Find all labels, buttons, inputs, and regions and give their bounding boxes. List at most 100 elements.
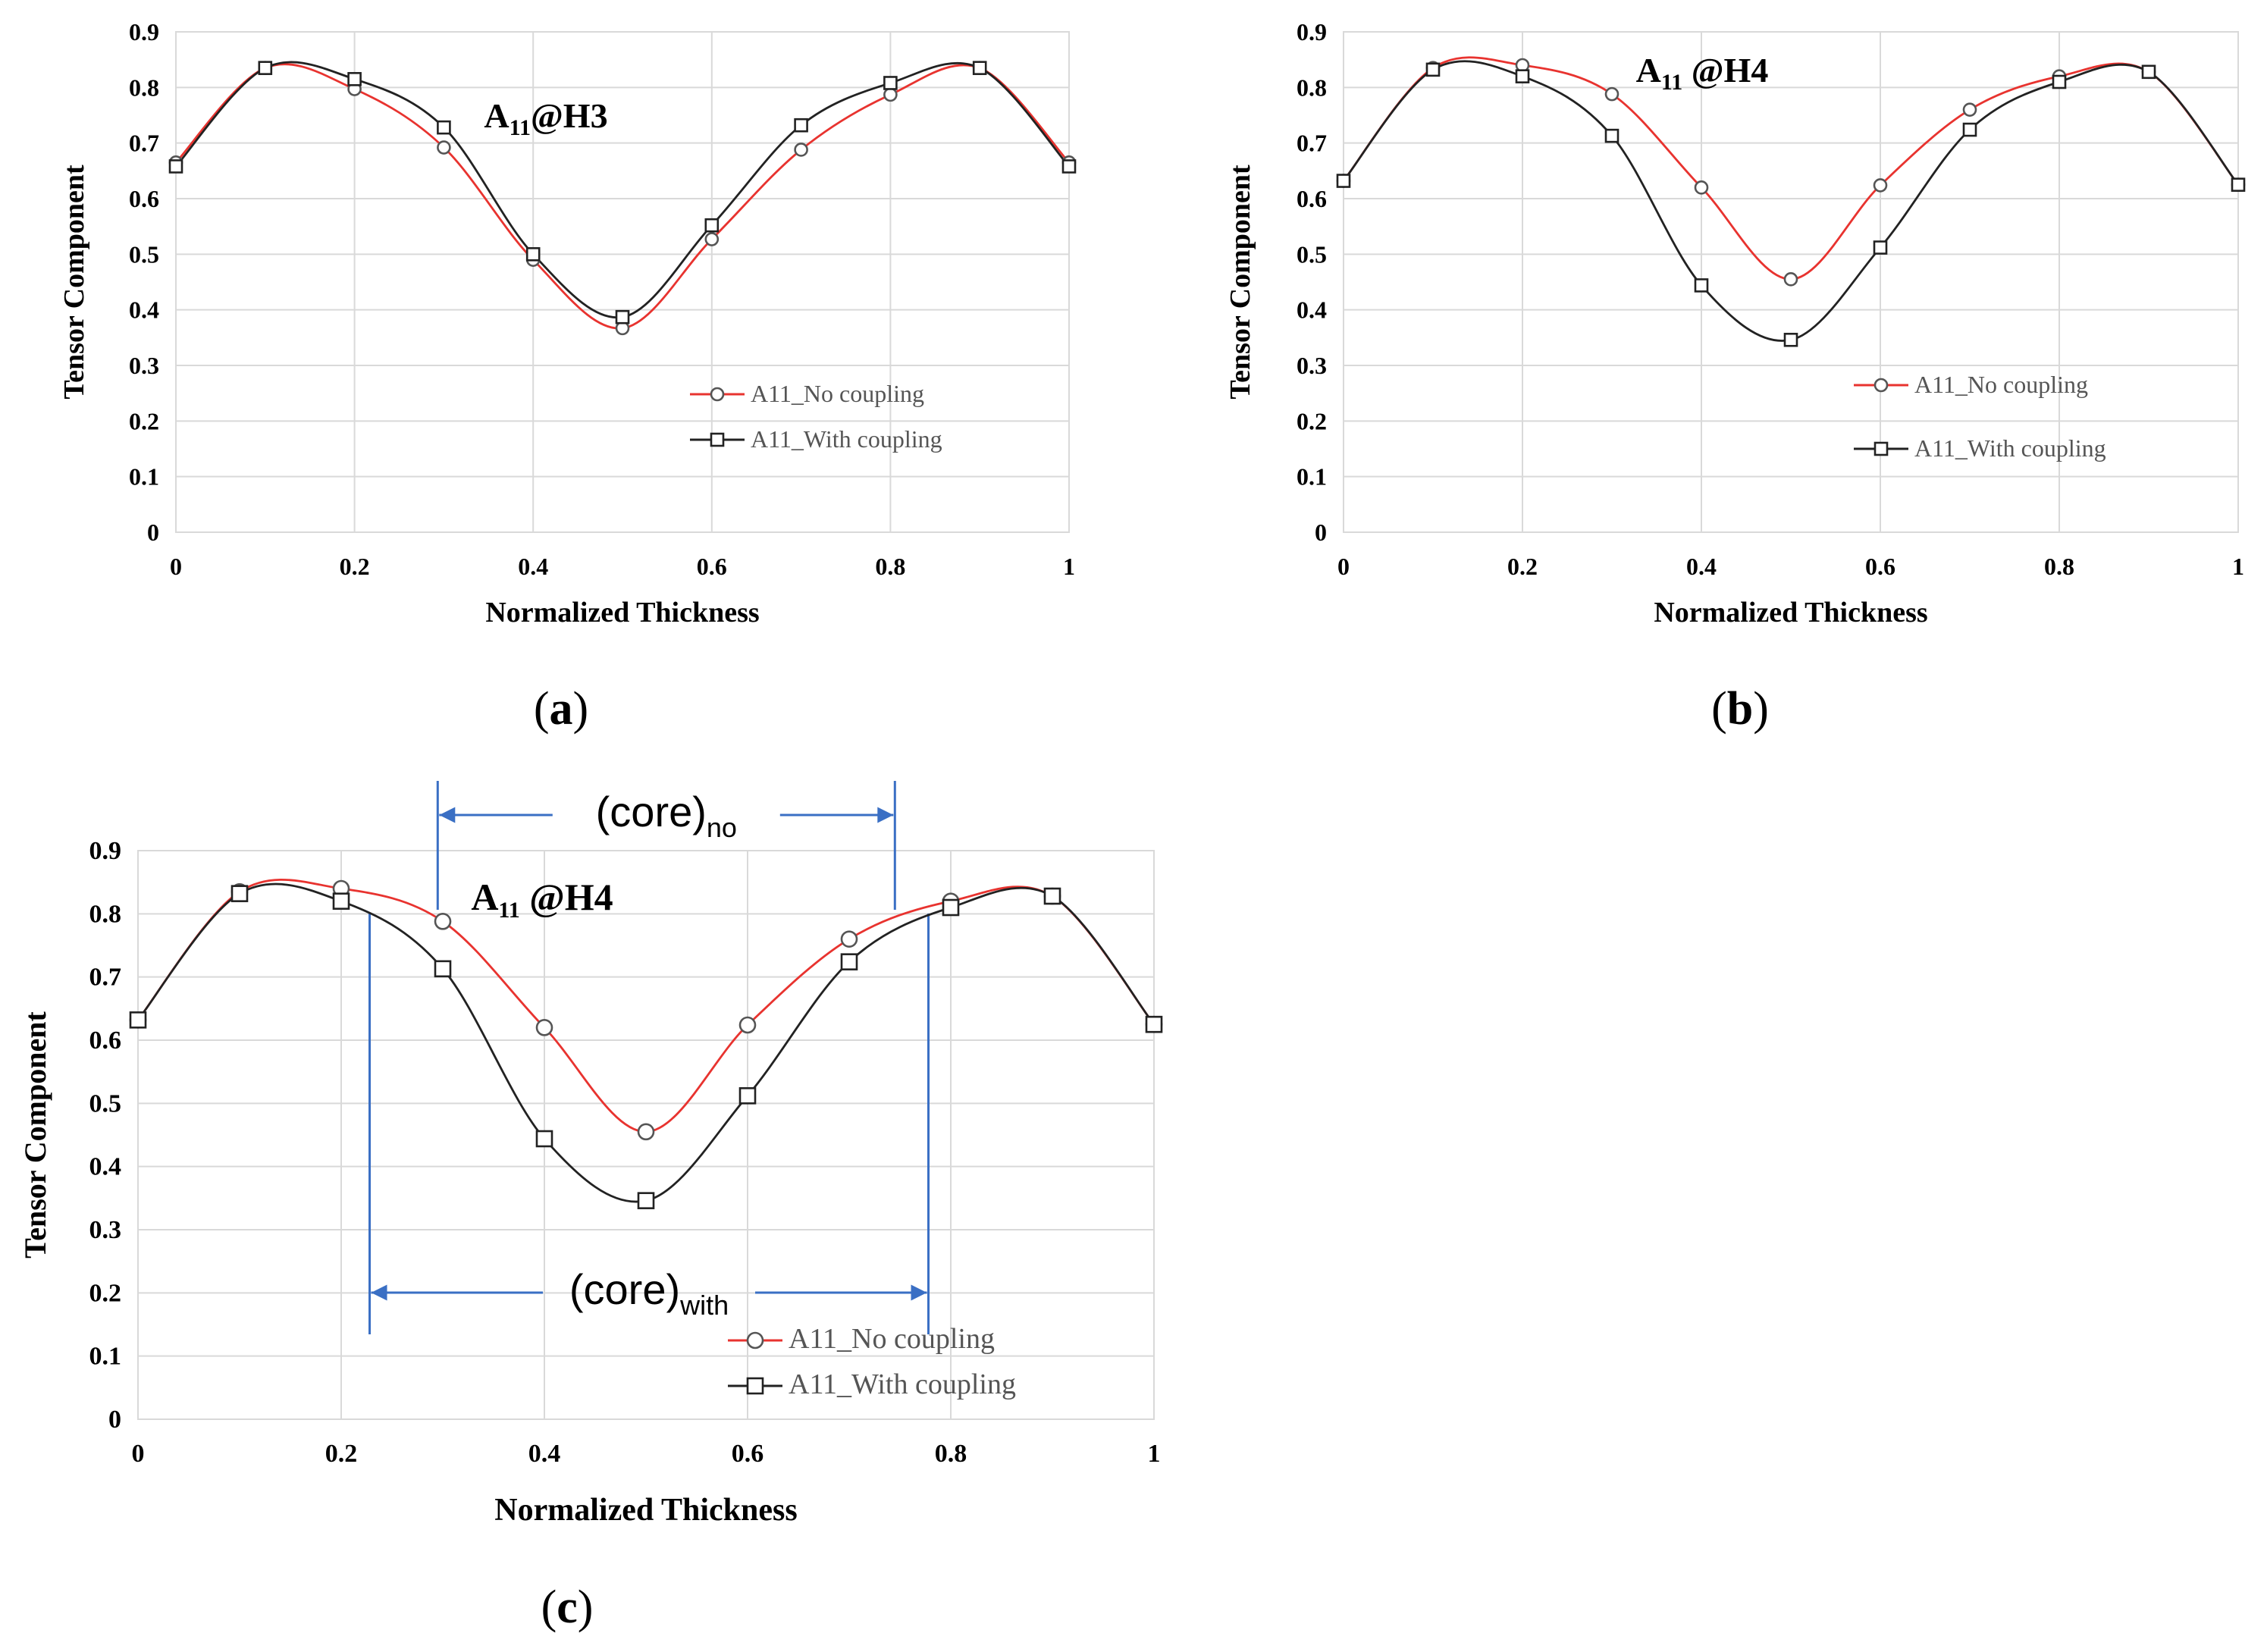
- data-point-with-coupling: [972, 61, 987, 75]
- y-tick-label: 0.7: [89, 964, 122, 992]
- data-point-with-coupling: [738, 1087, 757, 1105]
- series-line-no-coupling: [174, 63, 1071, 330]
- y-tick-label: 0.4: [129, 296, 159, 324]
- data-point-with-coupling: [230, 885, 249, 902]
- y-tick-label: 0.6: [129, 185, 159, 212]
- y-tick-label: 0.8: [89, 900, 122, 928]
- x-axis-title: Normalized Thickness: [485, 597, 759, 629]
- plot-area: [175, 31, 1070, 533]
- panel-label-a: (a): [534, 683, 588, 735]
- y-tick-label: 0.1: [89, 1343, 122, 1371]
- y-tick-label: 0.2: [89, 1279, 122, 1307]
- arrow-head: [439, 807, 456, 823]
- y-tick-label: 0.6: [89, 1027, 122, 1055]
- panel-label-c: (c): [541, 1581, 594, 1633]
- series-line-no-coupling: [136, 879, 1155, 1133]
- y-tick-label: 0.8: [129, 74, 159, 101]
- data-point-with-coupling: [942, 898, 960, 917]
- data-point-no-coupling: [434, 913, 452, 930]
- y-axis-title: Tensor Component: [1224, 165, 1256, 400]
- x-tick-label: 0.6: [732, 1440, 764, 1468]
- x-tick-label: 1: [1063, 553, 1075, 580]
- legend-marker: [1873, 441, 1889, 456]
- y-tick-label: 0.9: [1297, 18, 1327, 45]
- data-point-with-coupling: [2141, 64, 2156, 80]
- x-tick-label: 1: [1148, 1440, 1161, 1468]
- y-tick-label: 0: [147, 519, 159, 546]
- x-tick-label: 0.6: [1865, 553, 1895, 580]
- data-point-no-coupling: [794, 143, 808, 157]
- data-point-with-coupling: [1425, 62, 1441, 77]
- data-point-with-coupling: [1515, 69, 1530, 83]
- series-line-no-coupling: [1342, 56, 2240, 281]
- data-point-no-coupling: [1694, 180, 1709, 195]
- x-tick-label: 0.4: [1686, 553, 1717, 580]
- legend-marker: [746, 1377, 764, 1395]
- x-axis-title: Normalized Thickness: [1654, 597, 1927, 629]
- y-tick-label: 0.2: [1297, 407, 1327, 434]
- arrow-head: [877, 807, 894, 823]
- data-point-with-coupling: [1145, 1015, 1163, 1033]
- y-tick-label: 0.7: [1297, 130, 1327, 157]
- y-tick-label: 0.9: [89, 837, 122, 865]
- y-axis-title: Tensor Component: [58, 165, 90, 400]
- data-point-with-coupling: [704, 218, 720, 233]
- x-tick-label: 0.2: [1507, 553, 1538, 580]
- data-point-with-coupling: [615, 309, 630, 324]
- y-tick-label: 0.9: [129, 18, 159, 45]
- legend-marker: [1873, 378, 1889, 393]
- data-point-with-coupling: [1962, 122, 1977, 137]
- y-tick-label: 0.2: [129, 407, 159, 434]
- y-tick-label: 0.8: [1297, 74, 1327, 101]
- data-point-with-coupling: [1061, 159, 1077, 174]
- legend-entry: A11_With coupling: [789, 1368, 1016, 1400]
- y-tick-label: 0.4: [1297, 296, 1327, 324]
- data-point-no-coupling: [637, 1123, 655, 1141]
- data-point-no-coupling: [883, 87, 898, 102]
- annotation-label-with: (core)with: [569, 1265, 729, 1321]
- data-point-with-coupling: [1783, 332, 1798, 347]
- data-point-no-coupling: [437, 140, 451, 155]
- y-tick-label: 0.3: [89, 1216, 122, 1244]
- data-point-with-coupling: [1336, 174, 1351, 188]
- y-axis-title: Tensor Component: [18, 1011, 52, 1259]
- data-point-with-coupling: [332, 892, 350, 910]
- arrow-head: [371, 1284, 387, 1301]
- data-point-with-coupling: [168, 159, 183, 174]
- y-tick-label: 0.7: [129, 130, 159, 157]
- y-tick-label: 0.5: [129, 240, 159, 268]
- x-tick-label: 0.4: [528, 1440, 561, 1468]
- data-point-with-coupling: [535, 1130, 553, 1148]
- legend-entry: A11_No coupling: [751, 380, 924, 407]
- data-point-no-coupling: [1873, 178, 1888, 193]
- legend-entry: A11_No coupling: [789, 1323, 995, 1355]
- data-point-with-coupling: [525, 247, 541, 262]
- data-point-no-coupling: [738, 1016, 757, 1034]
- chart-title: A11 @H4: [1636, 51, 1769, 95]
- y-tick-label: 0.5: [1297, 240, 1327, 268]
- data-point-with-coupling: [434, 960, 452, 978]
- data-point-with-coupling: [883, 76, 898, 90]
- series-line-with-coupling: [136, 882, 1155, 1203]
- plot-area: [1343, 31, 2239, 533]
- x-tick-label: 0: [170, 553, 182, 580]
- chart-title: A11 @H4: [471, 876, 613, 923]
- x-tick-label: 0: [132, 1440, 145, 1468]
- data-point-with-coupling: [1873, 240, 1888, 255]
- x-tick-label: 0.2: [325, 1440, 358, 1468]
- data-point-no-coupling: [535, 1019, 553, 1036]
- data-point-with-coupling: [129, 1011, 147, 1029]
- data-point-with-coupling: [794, 118, 808, 133]
- panel-label-b: (b): [1711, 683, 1769, 735]
- data-point-with-coupling: [637, 1192, 655, 1209]
- chart-b: 0 0.1 0.2 0.3 0.4 0.5 0.6 0.7 0.8 0.9 0 0.2 0.4 0.6 0.…: [1224, 18, 2246, 735]
- series-line-with-coupling: [174, 61, 1071, 319]
- data-point-with-coupling: [437, 120, 451, 135]
- legend-entry: A11_With coupling: [751, 425, 942, 453]
- data-point-no-coupling: [704, 232, 720, 246]
- x-tick-label: 0.8: [935, 1440, 967, 1468]
- legend-entry: A11_No coupling: [1914, 371, 2088, 398]
- data-point-with-coupling: [1043, 887, 1061, 905]
- data-point-no-coupling: [1783, 272, 1798, 287]
